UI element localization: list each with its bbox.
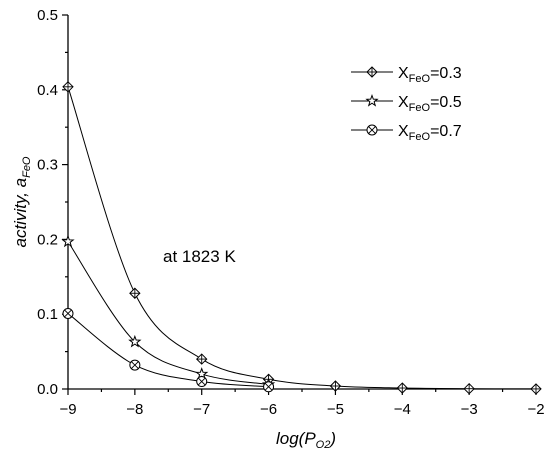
legend-marker: [365, 94, 379, 107]
series-1: [62, 81, 542, 395]
x-axis-label-close: ): [328, 429, 336, 448]
y-tick-label: 0.2: [37, 231, 58, 248]
plot-frame: [67, 15, 536, 390]
y-tick-label: 0.5: [37, 7, 58, 24]
series-line: [67, 86, 537, 390]
data-point: [396, 382, 408, 394]
legend-marker: [366, 66, 378, 78]
data-point: [128, 334, 142, 348]
y-axis-label-main: activity, a: [11, 178, 30, 248]
legend-item: XFeO=0.5: [351, 94, 462, 114]
series-layer: [61, 81, 542, 395]
legend-label: XFeO=0.5: [398, 94, 462, 114]
x-axis-label-sub: O2: [316, 439, 331, 451]
legend: XFeO=0.3 XFeO=0.5 XFeO=0.7: [351, 65, 462, 143]
legend-item: XFeO=0.7: [351, 123, 462, 143]
y-tick-label: 0.1: [37, 306, 58, 323]
x-ticks: −9 −8 −7 −6 −5 −4 −3 −2: [59, 389, 545, 418]
data-point: [329, 380, 342, 392]
data-point: [530, 383, 542, 395]
data-point: [129, 359, 141, 371]
legend-label: XFeO=0.7: [398, 123, 462, 143]
data-point: [62, 307, 74, 319]
y-axis-label-sub: FeO: [21, 156, 33, 178]
data-point: [196, 353, 208, 365]
x-tick-label: −4: [394, 401, 411, 418]
x-tick-label: −7: [193, 401, 210, 418]
chart-annotation: at 1823 K: [163, 247, 236, 266]
x-tick-label: −5: [327, 401, 344, 418]
x-tick-label: −8: [126, 401, 143, 418]
y-tick-label: 0.0: [37, 381, 58, 398]
legend-item: XFeO=0.3: [351, 65, 462, 85]
legend-marker: [366, 124, 378, 136]
x-tick-label: −9: [59, 401, 76, 418]
x-tick-label: −6: [260, 401, 277, 418]
x-axis-label-main: log(P: [276, 429, 316, 448]
data-point: [62, 81, 74, 93]
y-ticks: 0.0 0.1 0.2 0.3 0.4 0.5: [37, 7, 68, 398]
data-point: [196, 376, 208, 388]
legend-label: XFeO=0.3: [398, 65, 462, 85]
data-point: [129, 287, 141, 299]
y-tick-label: 0.3: [37, 157, 58, 174]
series-line: [67, 241, 269, 386]
series-3: [62, 307, 275, 393]
data-point: [463, 382, 475, 395]
data-point: [263, 381, 275, 393]
series-line: [67, 313, 269, 388]
y-tick-label: 0.4: [37, 82, 58, 99]
x-axis-label: log(PO2): [276, 429, 336, 451]
x-tick-label: −2: [527, 401, 544, 418]
x-tick-label: −3: [461, 401, 478, 418]
data-point: [61, 234, 75, 248]
y-axis-label: activity, aFeO: [11, 156, 33, 247]
